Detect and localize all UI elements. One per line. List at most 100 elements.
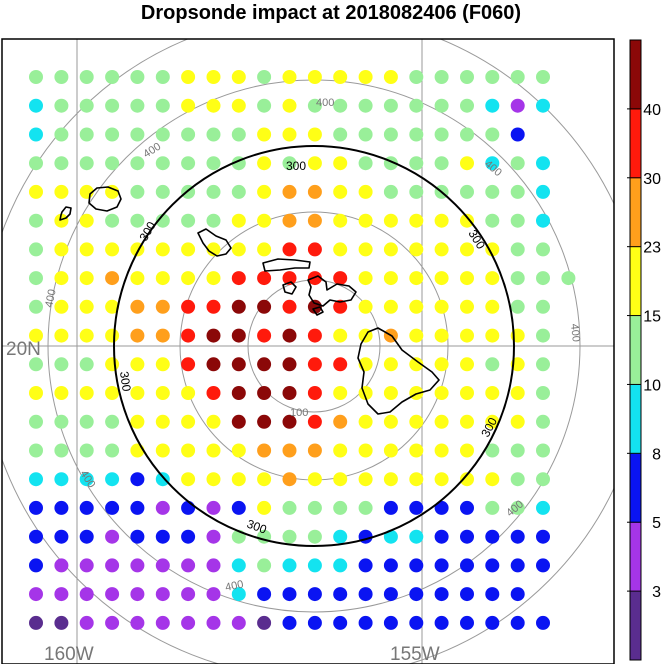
impact-dot-r14-c16: [434, 472, 449, 487]
impact-dot-r7-c7: [206, 271, 221, 286]
impact-dot-r18-c12: [333, 587, 348, 602]
impact-dot-r7-c19: [510, 271, 525, 286]
impact-dot-r16-c4: [130, 529, 145, 544]
impact-dot-r0-c14: [383, 70, 398, 84]
colorbar-tick-label-30: 30: [643, 171, 661, 188]
impact-dot-r0-c8: [231, 70, 246, 84]
impact-dot-r8-c2: [79, 299, 94, 314]
impact-dot-r12-c4: [130, 414, 145, 429]
impact-dot-r5-c6: [181, 213, 196, 228]
impact-dot-r13-c3: [105, 443, 120, 458]
island-kauai: [88, 186, 122, 212]
impact-dot-r14-c5: [155, 472, 170, 487]
impact-dot-r10-c20: [536, 357, 550, 372]
impact-dot-r2-c15: [409, 127, 424, 142]
impact-dot-r18-c2: [79, 587, 94, 602]
impact-dot-r6-c15: [409, 242, 424, 257]
impact-dot-r17-c2: [79, 558, 94, 573]
impact-dot-r7-c12: [333, 271, 348, 286]
impact-dot-r4-c10: [282, 184, 297, 199]
impact-dot-r5-c17: [460, 213, 474, 228]
impact-dot-r0-c20: [536, 70, 550, 84]
impact-dot-r12-c16: [434, 414, 449, 429]
impact-dot-r13-c0: [29, 443, 43, 458]
impact-dot-r0-c11: [307, 70, 322, 84]
impact-dot-r10-c0: [29, 357, 43, 372]
impact-dot-r4-c9: [257, 184, 272, 199]
impact-dot-r16-c17: [460, 529, 474, 544]
impact-dot-r7-c16: [434, 271, 449, 286]
impact-dot-r3-c20: [536, 156, 550, 171]
impact-dot-r0-c1: [54, 70, 69, 84]
impact-dot-r15-c20: [536, 500, 550, 515]
impact-dot-r13-c13: [358, 443, 373, 458]
impact-dot-r0-c3: [105, 70, 120, 84]
impact-dot-r6-c8: [231, 242, 246, 257]
impact-dot-r4-c15: [409, 184, 424, 199]
colorbar-segment-7: [630, 108, 641, 179]
impact-dot-r10-c18: [485, 357, 500, 372]
impact-dot-r15-c9: [257, 500, 272, 515]
impact-dot-r10-c7: [206, 357, 221, 372]
impact-dot-r14-c9: [257, 472, 272, 487]
impact-dot-r0-c4: [130, 70, 145, 84]
impact-dot-r5-c7: [206, 213, 221, 228]
colorbar-segment-2: [630, 453, 641, 523]
impact-dot-r1-c4: [130, 98, 145, 113]
label-lat-20n: 20N: [6, 339, 41, 360]
impact-dot-r3-c5: [155, 156, 170, 171]
impact-dot-r16-c5: [155, 529, 170, 544]
impact-dot-r14-c7: [206, 472, 221, 487]
impact-dot-r1-c12: [333, 98, 348, 113]
impact-dot-r13-c16: [434, 443, 449, 458]
impact-dot-r19-c18: [485, 615, 500, 630]
impact-dot-r0-c6: [181, 70, 196, 84]
impact-dot-r1-c7: [206, 98, 221, 113]
colorbar-tick-label-3: 3: [652, 584, 661, 601]
impact-dot-r19-c3: [105, 615, 120, 630]
impact-dot-r12-c7: [206, 414, 221, 429]
impact-dot-r2-c17: [460, 127, 474, 142]
impact-dot-r2-c11: [307, 127, 322, 142]
impact-dot-r10-c11: [307, 357, 322, 372]
contour-300: 300 300 300 300 300 300: [113, 145, 515, 547]
impact-dot-r8-c1: [54, 299, 69, 314]
impact-dot-r14-c0: [29, 472, 43, 487]
impact-dot-r17-c7: [206, 558, 221, 573]
impact-dot-r9-c3: [105, 328, 120, 343]
impact-dot-r7-c17: [460, 271, 474, 286]
impact-dot-r5-c14: [383, 213, 398, 228]
impact-dot-r9-c10: [282, 328, 297, 343]
impact-dot-r16-c14: [383, 529, 398, 544]
impact-dot-r7-c21: [561, 271, 576, 286]
impact-dot-r5-c15: [409, 213, 424, 228]
impact-dot-r12-c8: [231, 414, 246, 429]
impact-dot-r0-c7: [206, 70, 221, 84]
impact-dot-r9-c8: [231, 328, 246, 343]
impact-dot-r7-c20: [536, 271, 550, 286]
impact-dot-r11-c1: [54, 386, 69, 400]
impact-dot-r19-c14: [383, 615, 398, 630]
impact-dot-r17-c14: [383, 558, 398, 573]
impact-dot-r7-c3: [105, 271, 120, 286]
impact-dot-r16-c3: [105, 529, 120, 544]
impact-dot-r15-c11: [307, 500, 322, 515]
impact-dot-r14-c8: [231, 472, 246, 487]
impact-dot-r12-c6: [181, 414, 196, 429]
impact-dot-r2-c18: [485, 127, 500, 142]
impact-dot-r10-c5: [155, 357, 170, 372]
impact-dot-r17-c10: [282, 558, 297, 573]
impact-dot-r13-c4: [130, 443, 145, 458]
impact-dot-r12-c17: [460, 414, 474, 429]
impact-dot-r9-c6: [181, 328, 196, 343]
colorbar-tick-label-10: 10: [643, 377, 661, 394]
impact-dot-r1-c19: [510, 98, 525, 113]
impact-dot-r11-c7: [206, 386, 221, 400]
impact-dot-r19-c15: [409, 615, 424, 630]
impact-dot-r12-c15: [409, 414, 424, 429]
impact-dot-r16-c1: [54, 529, 69, 544]
impact-dot-r8-c5: [155, 299, 170, 314]
colorbar-frame: [629, 39, 642, 661]
impact-dot-r0-c2: [79, 70, 94, 84]
impact-dot-r17-c18: [485, 558, 500, 573]
